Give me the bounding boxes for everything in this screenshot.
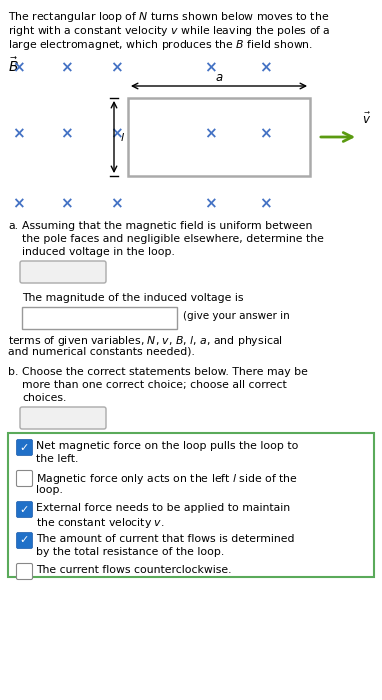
Text: ×: × [204, 127, 216, 141]
Text: the left.: the left. [36, 454, 78, 464]
Bar [128, 98, 310, 176]
Text: ×: × [204, 60, 216, 76]
FancyBboxPatch shape [16, 533, 32, 549]
Text: by the total resistance of the loop.: by the total resistance of the loop. [36, 547, 224, 557]
Bar [22, 307, 177, 329]
Text: ×: × [60, 197, 72, 211]
Text: ×: × [60, 60, 72, 76]
Text: the constant velocity $v$.: the constant velocity $v$. [36, 516, 165, 530]
Text: and numerical constants needed).: and numerical constants needed). [8, 347, 195, 357]
Text: terms of given variables, $N$, $v$, $B$, $l$, $a$, and physical: terms of given variables, $N$, $v$, $B$,… [8, 334, 283, 348]
Text: ✓: ✓ [20, 505, 29, 514]
Text: induced voltage in the loop.: induced voltage in the loop. [22, 247, 175, 257]
Text: The amount of current that flows is determined: The amount of current that flows is dete… [36, 534, 295, 544]
Text: Hint for (b): Hint for (b) [34, 413, 92, 423]
FancyBboxPatch shape [16, 501, 32, 517]
Text: Net magnetic force on the loop pulls the loop to: Net magnetic force on the loop pulls the… [36, 441, 298, 451]
Text: ×: × [110, 60, 122, 76]
Text: (give your answer in: (give your answer in [183, 311, 290, 321]
Text: The rectangular loop of $N$ turns shown below moves to the: The rectangular loop of $N$ turns shown … [8, 10, 329, 24]
FancyBboxPatch shape [16, 440, 32, 456]
Text: ×: × [11, 127, 24, 141]
Text: choices.: choices. [22, 393, 66, 403]
Text: ✓: ✓ [20, 442, 29, 452]
Bar [8, 433, 374, 577]
FancyBboxPatch shape [16, 564, 32, 580]
Text: $a$: $a$ [215, 71, 223, 84]
Text: Hint for (a): Hint for (a) [34, 267, 91, 277]
Text: Magnetic force only acts on the left $l$ side of the: Magnetic force only acts on the left $l$… [36, 472, 298, 486]
Text: ×: × [110, 197, 122, 211]
Text: ×: × [259, 127, 271, 141]
FancyBboxPatch shape [20, 407, 106, 429]
Text: The magnitude of the induced voltage is: The magnitude of the induced voltage is [22, 293, 243, 303]
Text: $\vec{v}$: $\vec{v}$ [362, 112, 371, 127]
Text: ×: × [11, 197, 24, 211]
Text: Choose the correct statements below. There may be: Choose the correct statements below. The… [22, 367, 308, 377]
Text: the pole faces and negligible elsewhere, determine the: the pole faces and negligible elsewhere,… [22, 234, 324, 244]
Text: The current flows counterclockwise.: The current flows counterclockwise. [36, 565, 231, 575]
Text: ×: × [259, 197, 271, 211]
Text: ×: × [110, 127, 122, 141]
FancyBboxPatch shape [16, 470, 32, 486]
Text: ×: × [259, 60, 271, 76]
Text: $l$: $l$ [120, 131, 125, 143]
Text: ×: × [60, 127, 72, 141]
Text: Assuming that the magnetic field is uniform between: Assuming that the magnetic field is unif… [22, 221, 312, 231]
Text: ×: × [11, 60, 24, 76]
Text: a.: a. [8, 221, 18, 231]
Text: loop.: loop. [36, 485, 63, 495]
Text: b.: b. [8, 367, 18, 377]
Text: ✓: ✓ [20, 536, 29, 545]
Text: ×: × [204, 197, 216, 211]
Text: External force needs to be applied to maintain: External force needs to be applied to ma… [36, 503, 290, 513]
Text: right with a constant velocity $v$ while leaving the poles of a: right with a constant velocity $v$ while… [8, 24, 330, 38]
Text: large electromagnet, which produces the $B$ field shown.: large electromagnet, which produces the … [8, 38, 313, 52]
FancyBboxPatch shape [20, 261, 106, 283]
Text: $\vec{B}$: $\vec{B}$ [8, 56, 19, 75]
Text: ×: × [259, 127, 271, 141]
Text: ×: × [204, 127, 216, 141]
Text: more than one correct choice; choose all correct: more than one correct choice; choose all… [22, 380, 287, 390]
